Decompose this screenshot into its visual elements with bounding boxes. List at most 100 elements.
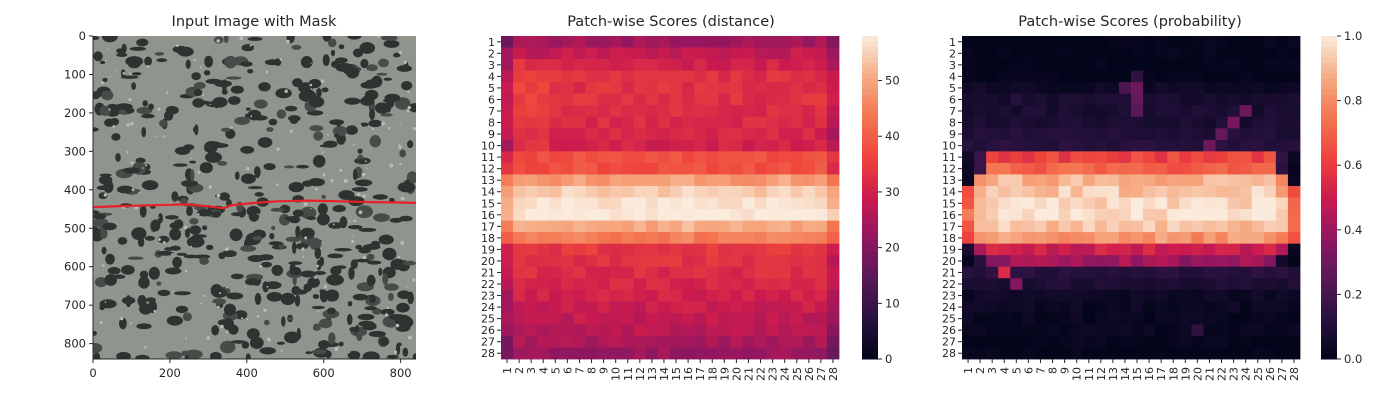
- heatmap-cell: [670, 266, 683, 279]
- heatmap-cell: [549, 174, 562, 187]
- heatmap-cell: [730, 93, 743, 106]
- heatmap-cell: [718, 243, 731, 256]
- heatmap-cell: [501, 139, 514, 152]
- speckle-blob: [136, 107, 153, 115]
- heatmap-cell: [986, 47, 999, 60]
- heatmap-cell: [1022, 93, 1035, 106]
- heatmap-cell: [1094, 243, 1108, 256]
- heatmap-cell: [1275, 335, 1289, 348]
- speckle-blob: [141, 113, 155, 119]
- speckle-blob: [359, 42, 376, 54]
- heatmap-cell: [718, 128, 731, 141]
- speckle-blob: [358, 227, 377, 232]
- speckle-blob: [365, 79, 380, 86]
- colorbar-gradient-step: [1321, 208, 1337, 215]
- heatmap-cell: [718, 312, 731, 325]
- speckle-blob: [224, 303, 236, 316]
- speckle-blob: [373, 213, 390, 222]
- heatmap-cell: [561, 278, 574, 291]
- heatmap-cell: [1167, 139, 1180, 152]
- colorbar-gradient-step: [1321, 68, 1337, 75]
- speckle-highlight: [412, 278, 416, 282]
- speckle-blob: [317, 203, 328, 216]
- speckle-blob: [274, 58, 282, 66]
- heatmap-cell: [962, 266, 975, 279]
- heatmap-cell: [645, 266, 659, 279]
- col-tick-label: 8: [586, 367, 599, 374]
- col-tick-label: 22: [1216, 367, 1229, 381]
- heatmap-cell: [1106, 255, 1120, 268]
- heatmap-cell: [645, 105, 659, 118]
- heatmap-cell: [585, 335, 598, 348]
- speckle-blob: [311, 305, 325, 310]
- speckle-highlight: [315, 187, 318, 191]
- heatmap-cell: [597, 116, 611, 129]
- speckle-highlight: [154, 135, 156, 138]
- heatmap-cell: [766, 197, 780, 210]
- speckle-blob: [203, 70, 211, 76]
- heatmap-cell: [537, 255, 550, 268]
- heatmap-cell: [962, 128, 975, 141]
- heatmap-cell: [706, 151, 719, 164]
- heatmap-cell: [1191, 128, 1204, 141]
- speckle-highlight: [321, 151, 324, 154]
- heatmap-cell: [513, 128, 526, 141]
- speckle-blob: [93, 127, 99, 132]
- heatmap-cell: [1287, 197, 1301, 210]
- speckle-blob: [173, 291, 191, 296]
- heatmap-cell: [1010, 335, 1023, 348]
- heatmap-cell: [1275, 278, 1289, 291]
- heatmap-cell: [706, 232, 719, 245]
- heatmap-cell: [1143, 209, 1156, 221]
- heatmap-cell: [766, 174, 780, 187]
- speckle-blob: [189, 160, 197, 164]
- heatmap-cell: [573, 36, 586, 48]
- heatmap-cell: [986, 185, 999, 198]
- heatmap-cell: [1215, 59, 1228, 72]
- heatmap-cell: [585, 59, 598, 72]
- heatmap-cell: [1143, 47, 1156, 60]
- heatmap-cell: [790, 139, 804, 152]
- speckle-highlight: [142, 167, 144, 169]
- heatmap-cell: [682, 93, 695, 106]
- heatmap-cell: [513, 36, 526, 48]
- speckle-blob: [185, 59, 191, 69]
- heatmap-cell: [1034, 278, 1047, 291]
- colorbar-gradient-step: [1321, 348, 1337, 355]
- speckle-blob: [393, 52, 401, 58]
- heatmap-cell: [1191, 232, 1204, 245]
- heatmap-cell: [1094, 105, 1108, 118]
- speckle-blob: [101, 246, 107, 255]
- heatmap-cell: [986, 220, 999, 233]
- heatmap-cell: [1203, 312, 1216, 325]
- speckle-blob: [327, 253, 344, 259]
- speckle-highlight: [219, 292, 222, 295]
- speckle-highlight: [348, 351, 350, 354]
- heatmap-cell: [1022, 255, 1035, 268]
- heatmap-cell: [670, 82, 683, 95]
- heatmap-cell: [657, 301, 671, 314]
- speckle-blob: [369, 294, 376, 304]
- heatmap-cell: [645, 151, 659, 164]
- heatmap-cell: [718, 59, 731, 72]
- speckle-blob: [151, 219, 161, 232]
- heatmap-cell: [1094, 93, 1108, 106]
- heatmap-cell: [670, 197, 683, 210]
- heatmap-cell: [670, 105, 683, 118]
- heatmap-cell: [754, 324, 767, 337]
- speckle-blob: [266, 127, 274, 132]
- speckle-blob: [297, 334, 302, 339]
- heatmap-cell: [1082, 36, 1096, 48]
- row-tick-label: 10: [481, 140, 495, 153]
- heatmap-cell: [1287, 174, 1301, 187]
- speckle-blob: [199, 257, 210, 265]
- heatmap-cell: [1215, 47, 1228, 60]
- heatmap-cell: [1155, 232, 1168, 245]
- speckle-highlight: [259, 265, 263, 268]
- speckle-blob: [115, 153, 121, 162]
- col-tick-label: 16: [1143, 367, 1156, 381]
- speckle-blob: [402, 260, 416, 266]
- heatmap-cell: [513, 220, 526, 233]
- heatmap-cell: [1046, 162, 1059, 175]
- heatmap-cell: [1179, 266, 1192, 279]
